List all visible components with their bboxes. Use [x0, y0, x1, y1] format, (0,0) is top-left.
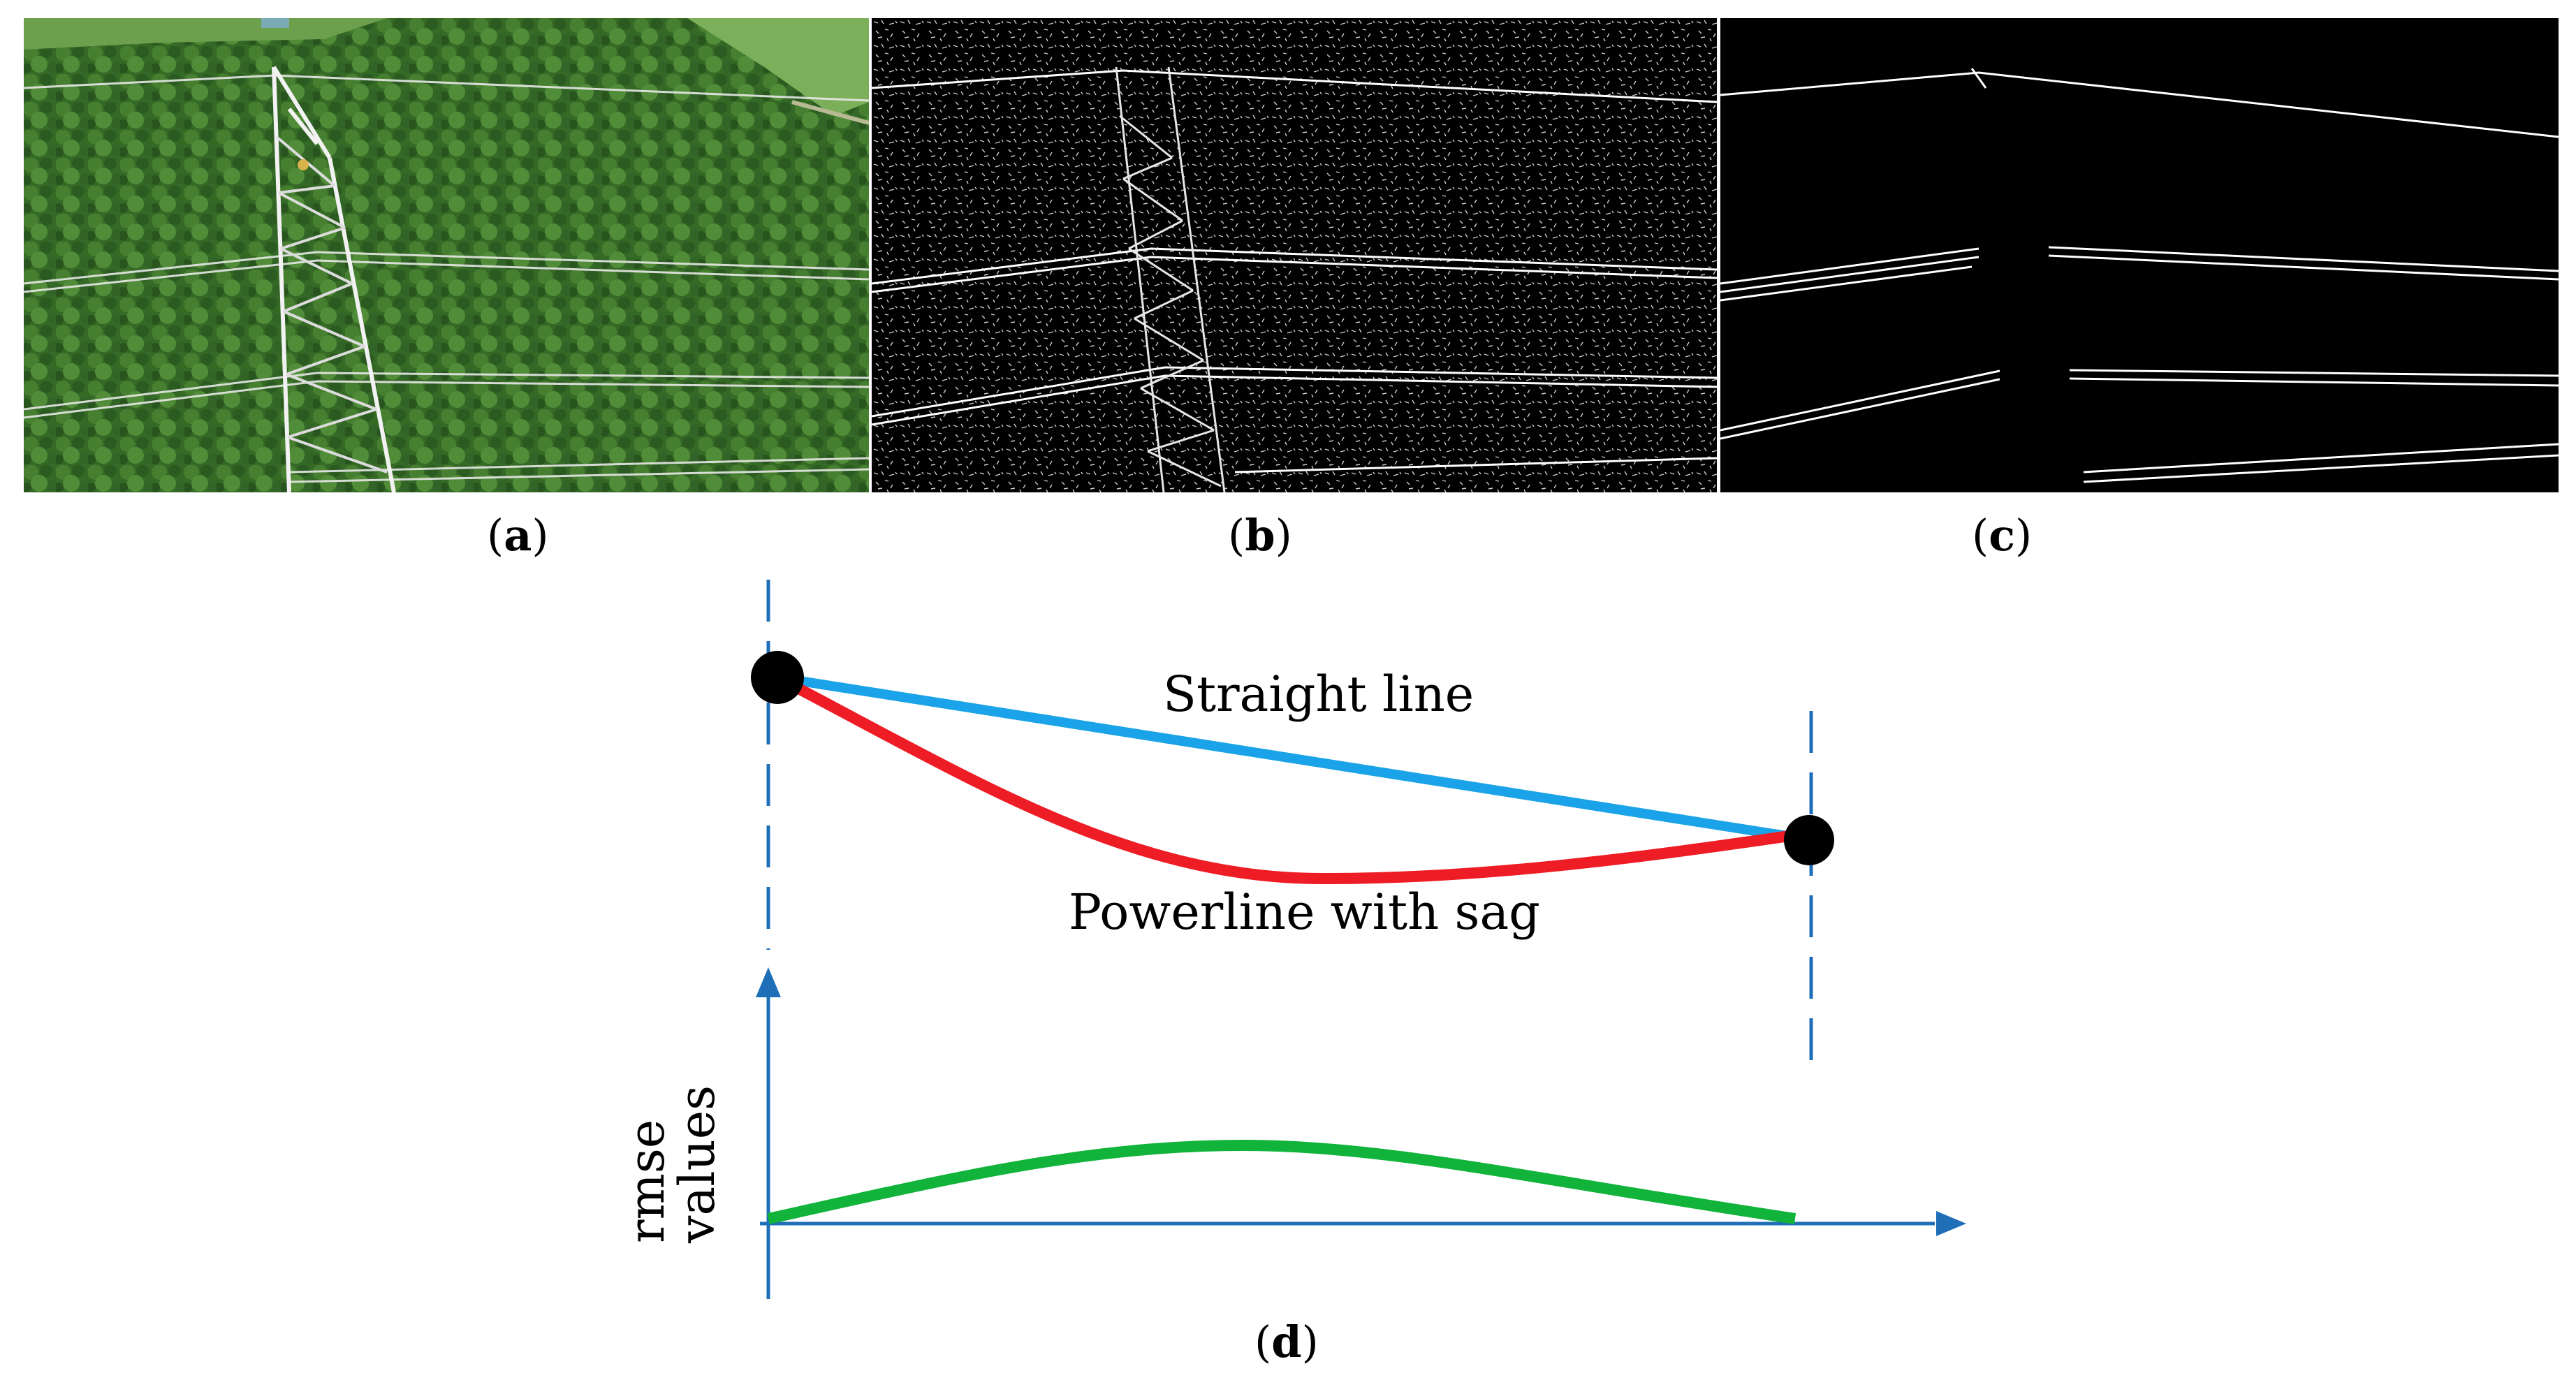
panel-b-edge-image	[872, 18, 1717, 492]
rmse-curve	[767, 1139, 1796, 1224]
panel-a-aerial-photo	[24, 18, 869, 492]
aerial-photo-image	[24, 18, 869, 492]
y-axis-label: rmse values	[618, 1085, 726, 1244]
x-axis-arrowhead	[1936, 1211, 1966, 1236]
caption-c-letter: c	[1989, 510, 2015, 561]
left-endpoint	[751, 651, 804, 704]
panel-c-extracted-lines	[1720, 18, 2559, 492]
right-endpoint	[1784, 815, 1834, 865]
y-axis-arrowhead	[756, 967, 781, 997]
sag-line	[775, 672, 1810, 885]
caption-c: (c)	[1972, 510, 2033, 561]
edge-detection-image	[872, 18, 1717, 492]
caption-d-letter: d	[1271, 1316, 1302, 1367]
extracted-lines-image	[1720, 18, 2559, 492]
straight-line-label: Straight line	[1163, 666, 1474, 723]
caption-d: (d)	[1254, 1316, 1319, 1367]
y-axis-label-line1: rmse	[618, 1120, 675, 1243]
caption-a: (a)	[487, 510, 549, 561]
caption-b-letter: b	[1245, 510, 1275, 561]
y-axis-label-line2: values	[668, 1085, 726, 1244]
caption-a-letter: a	[504, 510, 532, 561]
straight-line	[776, 673, 1810, 844]
sag-line-label: Powerline with sag	[1069, 883, 1540, 941]
caption-b: (b)	[1228, 510, 1292, 561]
